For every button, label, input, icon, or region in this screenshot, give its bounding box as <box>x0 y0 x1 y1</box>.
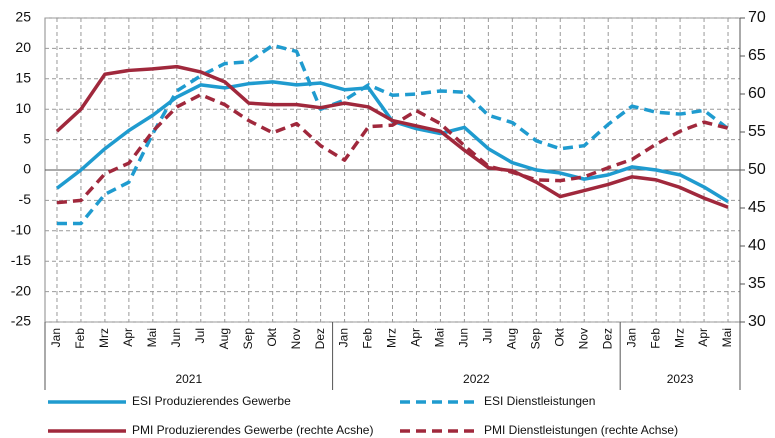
y2-tick-label: 55 <box>748 123 766 140</box>
y-tick-label: 10 <box>15 100 31 116</box>
y-tick-label: 5 <box>23 130 31 146</box>
x-tick-label: Jul <box>193 328 207 343</box>
x-tick-label: Aug <box>217 328 231 349</box>
x-tick-label: Jan <box>624 328 638 347</box>
year-label: 2021 <box>175 372 202 386</box>
y2-tick-label: 35 <box>748 275 766 292</box>
y-tick-label: -25 <box>11 313 31 329</box>
x-tick-label: Apr <box>121 328 135 347</box>
x-tick-label: Jul <box>481 328 495 343</box>
x-tick-label: Mai <box>720 328 734 347</box>
year-label: 2023 <box>667 372 694 386</box>
y-tick-label: 15 <box>15 70 31 86</box>
y-tick-label: -10 <box>11 222 31 238</box>
year-label: 2022 <box>463 372 490 386</box>
series-line <box>56 43 730 226</box>
y-tick-label: 20 <box>15 39 31 55</box>
series-line <box>55 80 729 204</box>
x-tick-label: Mai <box>145 328 159 347</box>
y-tick-label: -5 <box>19 191 32 207</box>
x-tick-label: Aug <box>504 328 518 349</box>
x-tick-label: Sep <box>241 328 255 350</box>
legend-label: ESI Produzierendes Gewerbe <box>132 394 291 408</box>
series-line <box>55 64 729 209</box>
legend-label: PMI Dienstleistungen (rechte Achse) <box>484 423 678 437</box>
series-line <box>56 93 729 205</box>
y2-tick-label: 30 <box>748 313 766 330</box>
x-tick-label: Feb <box>648 328 662 349</box>
y-tick-label: -20 <box>11 282 31 298</box>
x-tick-label: Mrz <box>97 328 111 348</box>
x-tick-label: Okt <box>552 327 566 346</box>
y2-tick-label: 40 <box>748 237 766 254</box>
x-tick-label: Dez <box>600 328 614 349</box>
x-tick-label: Sep <box>528 328 542 350</box>
x-tick-label: Mai <box>433 328 447 347</box>
x-tick-label: Feb <box>73 328 87 349</box>
x-tick-label: Jun <box>169 328 183 347</box>
y-tick-label: -15 <box>11 252 31 268</box>
x-tick-label: Mrz <box>672 328 686 348</box>
x-tick-label: Jan <box>49 328 63 347</box>
x-tick-label: Dez <box>313 328 327 349</box>
x-tick-label: Apr <box>409 328 423 347</box>
x-tick-label: Feb <box>361 328 375 349</box>
y2-tick-label: 45 <box>748 199 766 216</box>
x-tick-label: Jan <box>337 328 351 347</box>
x-tick-label: Nov <box>576 328 590 349</box>
y-tick-label: 0 <box>23 161 31 177</box>
x-tick-label: Okt <box>265 327 279 346</box>
legend-label: PMI Produzierendes Gewerbe (rechte Acshe… <box>132 423 373 437</box>
x-tick-label: Jun <box>457 328 471 347</box>
legend-label: ESI Dienstleistungen <box>484 394 595 408</box>
y2-tick-label: 65 <box>748 47 766 64</box>
y2-tick-label: 50 <box>748 161 766 178</box>
y2-tick-label: 60 <box>748 85 766 102</box>
x-tick-label: Apr <box>696 328 710 347</box>
x-tick-label: Mrz <box>385 328 399 348</box>
x-tick-label: Nov <box>289 328 303 349</box>
y2-tick-label: 70 <box>748 9 766 26</box>
y-tick-label: 25 <box>15 9 31 25</box>
